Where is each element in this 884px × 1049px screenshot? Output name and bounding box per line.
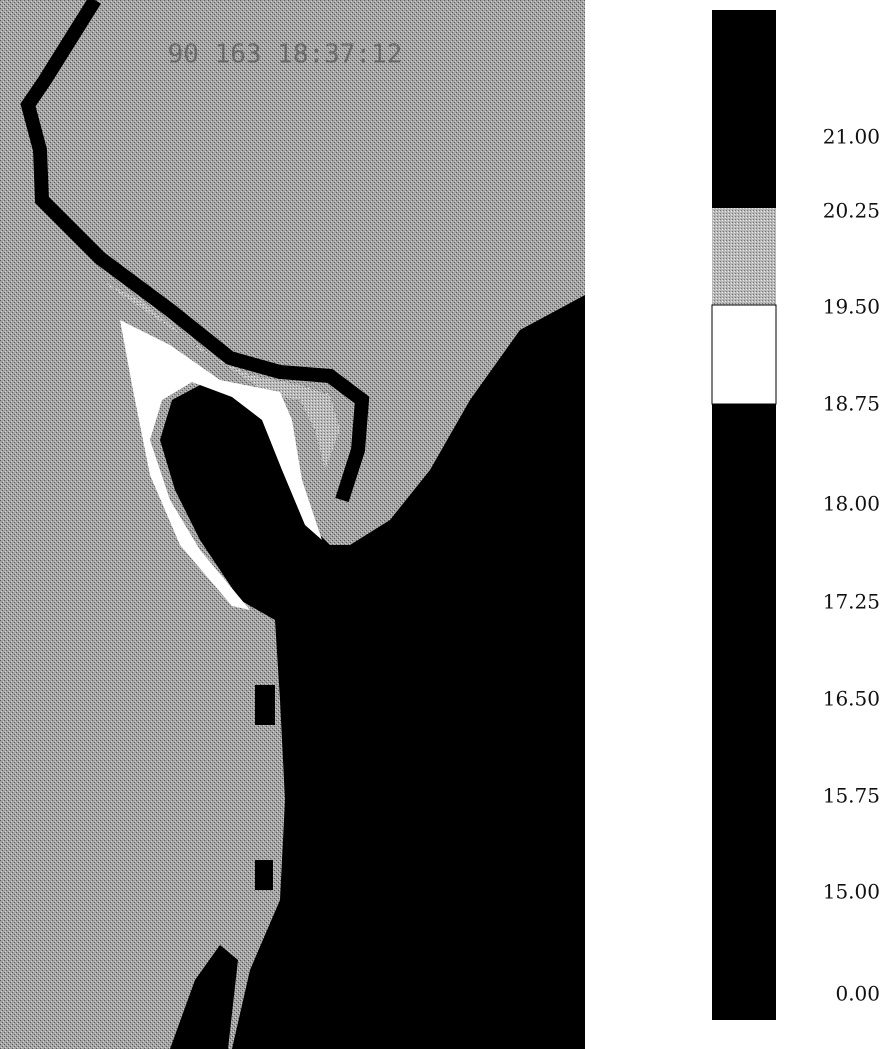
colorbar-label: 18.75	[823, 392, 880, 416]
colorbar-label: 19.50	[823, 295, 880, 319]
map-image: 90 163 18:37:12	[0, 0, 585, 1049]
coast-strip	[20, 0, 370, 503]
colorbar-segment	[711, 304, 777, 405]
colorbar-segment	[712, 404, 776, 1020]
timestamp: 90 163 18:37:12	[168, 40, 403, 70]
colorbar-label: 16.50	[823, 687, 880, 711]
colorbar-label: 15.75	[823, 784, 880, 808]
colorbar-segment	[712, 10, 776, 208]
colorbar-segment	[712, 208, 776, 305]
colorbar-label: 17.25	[823, 590, 880, 614]
coastal-patch	[255, 860, 273, 890]
coastal-patch	[170, 945, 238, 1049]
colorbar-label: 18.00	[823, 492, 880, 516]
coastal-patch	[255, 685, 275, 725]
colorbar-label: 15.00	[823, 880, 880, 904]
ocean-region	[160, 295, 585, 1049]
colorbar-label: 0.00	[835, 982, 880, 1006]
colorbar-label: 20.25	[823, 199, 880, 223]
plume-white	[120, 320, 322, 610]
colorbar	[711, 10, 777, 1020]
colorbar-label: 21.00	[823, 125, 880, 149]
